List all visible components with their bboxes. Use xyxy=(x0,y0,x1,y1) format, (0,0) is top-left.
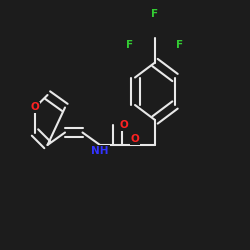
Text: F: F xyxy=(126,40,134,50)
Text: NH: NH xyxy=(91,146,109,156)
Text: O: O xyxy=(120,120,128,130)
Text: O: O xyxy=(130,134,140,144)
Text: F: F xyxy=(152,9,158,19)
Text: O: O xyxy=(31,102,40,113)
Text: F: F xyxy=(176,40,184,50)
